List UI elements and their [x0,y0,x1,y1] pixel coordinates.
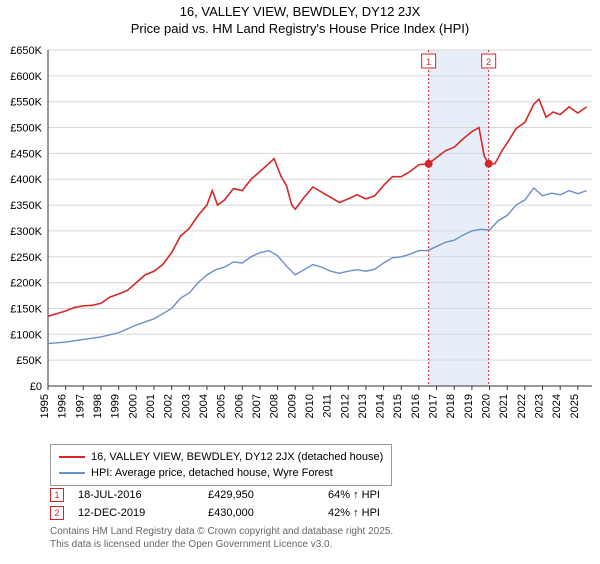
svg-text:£350K: £350K [10,200,42,212]
svg-text:2016: 2016 [410,394,422,418]
svg-text:2003: 2003 [180,394,192,418]
svg-text:2018: 2018 [445,394,457,418]
legend-swatch [59,456,85,458]
legend-label: 16, VALLEY VIEW, BEWDLEY, DY12 2JX (deta… [91,451,383,463]
svg-text:2002: 2002 [163,394,175,418]
sale-marker-icon: 2 [50,506,64,520]
svg-text:£400K: £400K [10,174,42,186]
svg-text:2024: 2024 [551,394,563,418]
legend-item: 16, VALLEY VIEW, BEWDLEY, DY12 2JX (deta… [59,449,383,465]
svg-text:2022: 2022 [516,394,528,418]
svg-text:2005: 2005 [216,394,228,418]
sale-marker-icon: 1 [50,488,64,502]
svg-text:2025: 2025 [569,394,581,418]
legend-label: HPI: Average price, detached house, Wyre… [91,467,333,479]
svg-text:£100K: £100K [10,329,42,341]
svg-text:£300K: £300K [10,226,42,238]
svg-text:2008: 2008 [269,394,281,418]
svg-text:2001: 2001 [145,394,157,418]
sale-delta: 42% ↑ HPI [328,507,448,519]
sale-price: £429,950 [208,489,328,501]
svg-text:2007: 2007 [251,394,263,418]
svg-text:2000: 2000 [127,394,139,418]
svg-text:£500K: £500K [10,123,42,135]
chart-subtitle: Price paid vs. HM Land Registry's House … [0,21,600,36]
svg-text:2: 2 [486,57,491,67]
legend: 16, VALLEY VIEW, BEWDLEY, DY12 2JX (deta… [50,444,392,486]
svg-text:2013: 2013 [357,394,369,418]
svg-text:£150K: £150K [10,303,42,315]
svg-text:2020: 2020 [481,394,493,418]
svg-text:2017: 2017 [428,394,440,418]
svg-text:2006: 2006 [233,394,245,418]
svg-text:£250K: £250K [10,252,42,264]
svg-text:£600K: £600K [10,71,42,83]
svg-text:£50K: £50K [16,355,42,367]
svg-text:£650K: £650K [10,45,42,57]
svg-text:1: 1 [426,57,431,67]
svg-text:1999: 1999 [110,394,122,418]
sale-delta: 64% ↑ HPI [328,489,448,501]
license-text: Contains HM Land Registry data © Crown c… [50,526,393,551]
svg-text:£0: £0 [30,381,42,393]
svg-text:1997: 1997 [74,394,86,418]
sale-row: 2 12-DEC-2019 £430,000 42% ↑ HPI [50,504,448,522]
legend-swatch [59,472,85,474]
license-line: This data is licensed under the Open Gov… [50,539,393,552]
svg-text:2021: 2021 [498,394,510,418]
sale-date: 18-JUL-2016 [78,489,208,501]
svg-text:2015: 2015 [392,394,404,418]
svg-text:£450K: £450K [10,148,42,160]
svg-text:2012: 2012 [339,394,351,418]
svg-text:1996: 1996 [57,394,69,418]
svg-text:2010: 2010 [304,394,316,418]
svg-text:2011: 2011 [322,394,334,418]
sale-row: 1 18-JUL-2016 £429,950 64% ↑ HPI [50,486,448,504]
svg-text:2004: 2004 [198,394,210,418]
svg-text:2014: 2014 [375,394,387,418]
sale-date: 12-DEC-2019 [78,507,208,519]
sale-points-table: 1 18-JUL-2016 £429,950 64% ↑ HPI 2 12-DE… [50,486,448,522]
svg-text:2023: 2023 [534,394,546,418]
svg-text:2019: 2019 [463,394,475,418]
legend-item: HPI: Average price, detached house, Wyre… [59,465,383,481]
price-chart: £0 £50K £100K £150K £200K £250K £300K £350K £400… [0,44,600,439]
svg-text:£550K: £550K [10,97,42,109]
svg-text:2009: 2009 [286,394,298,418]
svg-text:£200K: £200K [10,278,42,290]
chart-title: 16, VALLEY VIEW, BEWDLEY, DY12 2JX [0,4,600,19]
license-line: Contains HM Land Registry data © Crown c… [50,526,393,539]
svg-text:1998: 1998 [92,394,104,418]
sale-price: £430,000 [208,507,328,519]
svg-text:1995: 1995 [39,394,51,418]
